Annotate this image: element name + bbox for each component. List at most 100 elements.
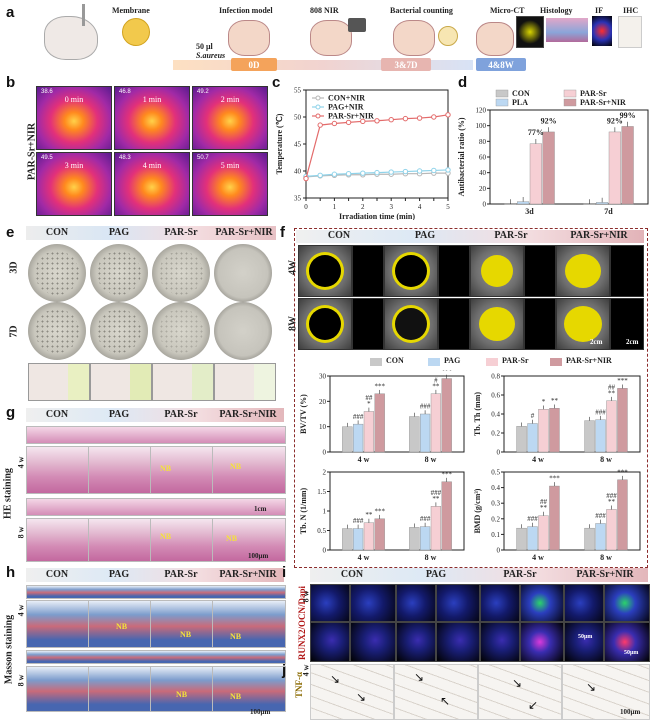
y-tick-label: 1 <box>323 508 327 516</box>
legend-label: PAR-Sr <box>580 89 607 98</box>
timeline-48w <box>476 58 526 71</box>
panel-h-group-con: CON <box>45 569 69 580</box>
mouse-photo <box>152 363 214 401</box>
x-tick-label: 2 <box>361 203 365 211</box>
legend-swatch <box>495 98 509 107</box>
data-point <box>445 167 451 173</box>
data-point <box>360 170 366 176</box>
if-image <box>436 622 480 662</box>
significance-mark: ### <box>353 413 364 421</box>
microct-section <box>352 298 384 350</box>
legend-swatch-parsr-nir <box>550 358 562 366</box>
bar <box>527 526 538 551</box>
panel-f-legend: CON PAG PAR-Sr PAR-Sr+NIR <box>370 356 640 368</box>
timeline-48w-label: 4&8W <box>488 60 514 70</box>
legend-swatch-con <box>370 358 382 366</box>
arrow-icon: ↘ <box>586 680 597 694</box>
timeline-arrow <box>173 60 473 70</box>
microct-section <box>438 298 470 350</box>
ihc-thumb <box>618 16 642 48</box>
y-axis-title: Tb. Th (mm) <box>473 392 482 436</box>
if-image <box>480 622 520 662</box>
bar <box>617 479 628 551</box>
x-tick-label: 4 w <box>358 455 370 464</box>
step-counting <box>393 20 435 56</box>
bar <box>374 393 385 453</box>
data-point <box>331 171 338 177</box>
if-scale-2: 50μm <box>624 650 639 656</box>
bar <box>517 201 530 205</box>
bar <box>606 400 617 453</box>
y-tick-label: 0.2 <box>491 515 500 523</box>
step-infection <box>228 20 270 56</box>
bar <box>441 481 452 551</box>
workflow-nir: 808 NIR <box>310 6 339 15</box>
legend-swatch <box>563 89 577 98</box>
panel-f-group-con: CON <box>327 230 351 241</box>
if-image <box>396 584 436 622</box>
significance-mark: ### <box>527 515 538 523</box>
legend-swatch <box>563 98 577 107</box>
x-tick-label: 3d <box>525 207 534 216</box>
panel-i-header <box>310 568 648 582</box>
significance-mark: ### <box>420 515 431 523</box>
panel-i-letter: i <box>282 564 287 581</box>
he-nb-label: NB <box>160 532 172 541</box>
masson-nb-label: NB <box>180 630 192 639</box>
thermal-frame: 49.5 3 min <box>36 152 112 216</box>
significance-mark: ### <box>353 517 364 525</box>
significance-mark: ### <box>595 512 606 520</box>
panel-h-letter: h <box>6 564 16 581</box>
significance-mark: ** <box>608 498 616 506</box>
y-tick-label: 0.5 <box>317 527 326 535</box>
y-tick-label: 45 <box>294 141 302 149</box>
panel-e-row-3d: 3D <box>8 261 20 274</box>
bar <box>595 523 606 551</box>
y-tick-label: 30 <box>319 373 327 381</box>
he-section <box>212 446 286 494</box>
y-tick-label: 0.5 <box>491 469 500 477</box>
y-tick-label: 0.4 <box>491 484 500 492</box>
x-tick-label: 4 w <box>532 553 544 562</box>
panel-f-group-parsr: PAR-Sr <box>494 230 528 241</box>
bar <box>342 528 353 551</box>
workflow-ihc: IHC <box>623 6 639 15</box>
plot-frame <box>329 375 465 453</box>
microct-section <box>524 245 556 297</box>
data-point <box>345 171 352 177</box>
bar <box>374 518 385 551</box>
panel-e-group-con: CON <box>45 227 69 238</box>
legend-label-pag: PAG <box>444 356 461 365</box>
x-tick-label: 8 w <box>425 553 437 562</box>
significance-mark: ** <box>608 389 616 397</box>
microct-image <box>556 245 610 297</box>
data-label: 99% <box>620 111 636 120</box>
workflow-membrane: Membrane <box>112 6 150 15</box>
y-tick-label: 0.3 <box>491 500 500 508</box>
y-tick-label: 0 <box>483 201 487 209</box>
panel-e-row-7d: 7D <box>8 325 20 338</box>
panel-h-8w: 8 w <box>16 674 26 687</box>
legend-swatch-pag <box>428 358 440 366</box>
he-strip <box>26 498 286 516</box>
significance-mark: ** <box>365 511 373 519</box>
timeline-0d <box>231 58 277 71</box>
significance-mark: ** <box>432 382 440 390</box>
data-point <box>360 118 366 125</box>
y-tick-label: 40 <box>294 168 302 176</box>
x-tick-label: 4 w <box>358 553 370 562</box>
microct-section <box>610 298 644 350</box>
panel-g-side-label: HE staining <box>2 468 14 519</box>
timeline-37d <box>381 58 431 71</box>
legend-marker <box>315 95 321 101</box>
y-tick-label: 120 <box>476 107 487 115</box>
bar <box>419 526 431 551</box>
significance-mark: ### <box>431 489 442 497</box>
if-image <box>520 584 564 622</box>
arrow-icon: ↖ <box>440 694 451 708</box>
bar <box>584 527 595 551</box>
significance-mark: *** <box>617 468 628 476</box>
masson-section <box>212 600 286 648</box>
x-tick-label: 8 w <box>600 455 612 464</box>
